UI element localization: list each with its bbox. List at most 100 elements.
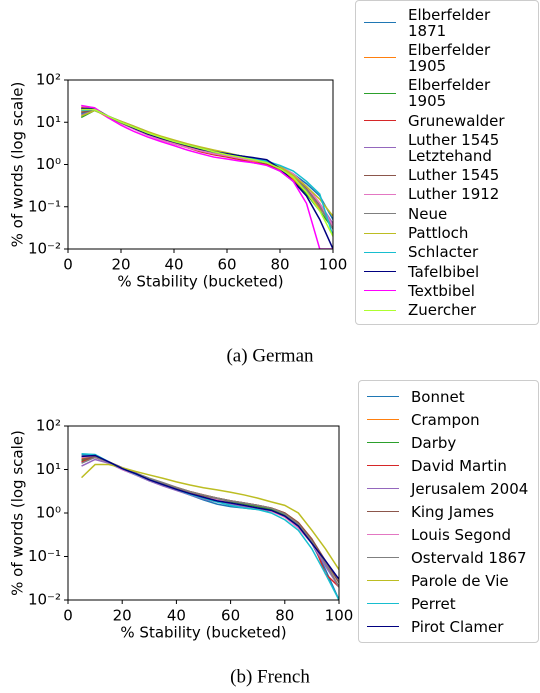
series-line [81, 108, 333, 237]
x-tick-label: 20 [113, 607, 132, 625]
legend-label: Luther 1545 [408, 166, 500, 185]
legend-label: Elberfelder 1871 [408, 5, 491, 40]
legend-swatch [364, 251, 396, 253]
legend-swatch [364, 174, 396, 176]
legend-entry: Textbibel [364, 283, 532, 299]
x-tick-label: 100 [325, 607, 354, 625]
y-tick-label: 10⁻² [28, 591, 61, 609]
legend-swatch [364, 193, 396, 195]
legend-label: Schlacter [408, 243, 479, 262]
legend-label: Tafelbibel [408, 262, 480, 281]
legend-swatch [364, 147, 396, 149]
legend-label: Elberfelder 1905 [408, 40, 491, 75]
legend-label: King James [411, 502, 495, 521]
y-tick-label: 10⁻² [28, 240, 61, 258]
legend-swatch [367, 419, 399, 420]
x-tick-label: 40 [164, 256, 183, 274]
legend-label: David Martin [411, 456, 507, 475]
x-axis-label: % Stability (bucketed) [117, 273, 283, 291]
x-tick-label: 60 [217, 256, 236, 274]
series-line [81, 108, 333, 230]
x-tick-label: 80 [275, 607, 294, 625]
legend-entry: David Martin [367, 458, 532, 474]
legend-label: Bonnet [411, 387, 465, 406]
legend-entry: Schlacter [364, 244, 532, 260]
legend-entry: Parole de Vie [367, 573, 532, 589]
x-tick-label: 40 [167, 607, 186, 625]
x-tick-label: 0 [63, 256, 73, 274]
legend-swatch [364, 232, 396, 234]
y-tick-label: 10⁻¹ [28, 197, 61, 215]
x-tick-label: 0 [63, 607, 73, 625]
legend-label: Ostervald 1867 [411, 548, 527, 567]
legend-swatch [367, 488, 399, 489]
y-tick-label: 10⁰ [36, 155, 61, 173]
legend-swatch [364, 213, 396, 215]
legend-label: Pattloch [408, 224, 469, 243]
legend-entry: Crampon [367, 412, 532, 428]
legend-swatch [364, 309, 396, 311]
y-tick-label: 10¹ [36, 113, 61, 131]
legend-label: Textbibel [408, 281, 475, 300]
series-line [81, 455, 339, 588]
legend-swatch [364, 290, 396, 292]
x-tick-label: 80 [270, 256, 289, 274]
x-tick-label: 100 [319, 256, 348, 274]
legend-label: Pirot Clamer [411, 617, 504, 636]
series-line [81, 456, 339, 588]
series-line [81, 108, 333, 237]
series-line [81, 458, 339, 588]
legend-entry: Luther 1545 [364, 167, 532, 183]
legend-entry: Luther 1912 [364, 186, 532, 202]
y-tick-label: 10¹ [36, 460, 61, 478]
y-axis-label: % of words (log scale) [9, 430, 27, 596]
legend-entry: Grunewalder [364, 113, 532, 129]
legend-swatch [367, 534, 399, 535]
series-line [81, 108, 333, 220]
lines [81, 453, 339, 600]
legend-swatch [367, 511, 399, 512]
legend-swatch [367, 396, 399, 397]
series-line [81, 455, 339, 588]
legend: Bonnet Crampon Darby David Martin Jerusalem … [358, 380, 539, 643]
legend-label: Perret [411, 594, 456, 613]
legend-swatch [367, 626, 399, 627]
series-line [81, 104, 333, 249]
series-line [81, 109, 333, 224]
legend-label: Luther 1545 Letztehand [408, 130, 500, 165]
legend-label: Neue [408, 204, 448, 223]
legend-swatch [364, 57, 396, 59]
y-axis-label: % of words (log scale) [9, 82, 27, 248]
series-line [81, 108, 333, 225]
series-line [81, 108, 333, 230]
legend-entry: Jerusalem 2004 [367, 481, 532, 497]
legend-entry: Pattloch [364, 225, 532, 241]
legend-entry: Ostervald 1867 [367, 550, 532, 566]
series-line [81, 463, 339, 571]
y-tick-label: 10⁰ [36, 504, 61, 522]
legend-swatch [367, 465, 399, 466]
legend-entry: Louis Segond [367, 527, 532, 543]
caption: (a) German [226, 345, 314, 366]
legend-label: Crampon [411, 410, 480, 429]
legend-entry: Darby [367, 435, 532, 451]
legend-swatch [367, 442, 399, 443]
legend-entry: Elberfelder 1871 [364, 7, 532, 39]
x-axis-label: % Stability (bucketed) [120, 624, 286, 642]
x-tick-label: 60 [221, 607, 240, 625]
y-tick-label: 10² [36, 71, 61, 89]
caption: (b) French [230, 666, 310, 687]
series-line [80, 109, 333, 230]
legend-entry: Elberfelder 1905 [364, 77, 532, 109]
legend-swatch [367, 557, 399, 558]
legend-entry: Zuercher [364, 302, 532, 318]
legend-entry: Tafelbibel [364, 264, 532, 280]
legend-swatch [364, 271, 396, 273]
legend-entry: Pirot Clamer [367, 619, 532, 635]
series-line [81, 455, 339, 584]
legend-entry: Luther 1545 Letztehand [364, 132, 532, 164]
legend-entry: Neue [364, 206, 532, 222]
legend-entry: Bonnet [367, 389, 532, 405]
